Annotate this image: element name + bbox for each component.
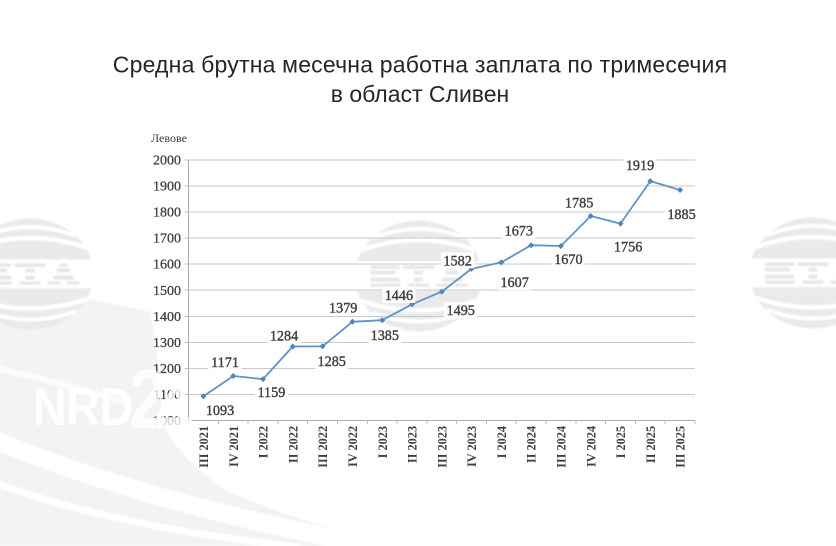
- svg-text:III 2024: III 2024: [555, 426, 569, 468]
- svg-text:1379: 1379: [329, 300, 357, 316]
- svg-text:1400: 1400: [153, 310, 181, 325]
- svg-text:1446: 1446: [385, 288, 413, 304]
- svg-text:1500: 1500: [153, 284, 181, 299]
- svg-text:III 2023: III 2023: [435, 426, 449, 468]
- svg-text:1100: 1100: [154, 388, 181, 403]
- svg-text:1284: 1284: [270, 329, 298, 345]
- svg-text:I 2023: I 2023: [376, 426, 390, 458]
- svg-text:1285: 1285: [318, 354, 346, 370]
- svg-text:1093: 1093: [206, 403, 234, 419]
- svg-text:III 2021: III 2021: [197, 426, 211, 468]
- svg-text:1600: 1600: [153, 258, 181, 273]
- svg-text:1385: 1385: [371, 328, 399, 344]
- svg-text:2000: 2000: [153, 154, 181, 169]
- svg-text:1900: 1900: [153, 180, 181, 195]
- svg-text:в област Сливен: в област Сливен: [331, 81, 510, 107]
- svg-text:1673: 1673: [505, 223, 533, 239]
- svg-text:IV 2022: IV 2022: [346, 426, 360, 467]
- svg-text:IV 2023: IV 2023: [465, 426, 479, 467]
- svg-text:III 2022: III 2022: [316, 426, 330, 468]
- svg-text:II 2022: II 2022: [286, 426, 300, 463]
- svg-text:1785: 1785: [565, 196, 593, 212]
- svg-text:1200: 1200: [153, 362, 181, 377]
- svg-text:2: 2: [129, 353, 166, 447]
- svg-text:II 2023: II 2023: [406, 426, 420, 463]
- svg-text:NRD: NRD: [33, 377, 133, 436]
- svg-text:IV 2021: IV 2021: [227, 426, 241, 467]
- svg-text:1000: 1000: [153, 414, 181, 429]
- svg-text:1300: 1300: [153, 336, 181, 351]
- svg-text:1919: 1919: [626, 158, 654, 174]
- svg-text:I 2022: I 2022: [257, 426, 271, 458]
- svg-text:1756: 1756: [614, 240, 642, 256]
- svg-text:II 2024: II 2024: [525, 426, 539, 463]
- svg-text:4: 4: [155, 363, 192, 457]
- svg-text:1495: 1495: [447, 303, 475, 319]
- svg-text:1800: 1800: [153, 206, 181, 221]
- svg-text:IV 2024: IV 2024: [584, 426, 598, 467]
- svg-text:1159: 1159: [257, 385, 285, 401]
- svg-text:III 2025: III 2025: [674, 426, 688, 468]
- svg-text:I 2024: I 2024: [495, 426, 509, 458]
- svg-text:1607: 1607: [500, 275, 528, 291]
- svg-text:Левове: Левове: [151, 131, 187, 145]
- svg-text:II 2025: II 2025: [644, 426, 658, 463]
- svg-text:1582: 1582: [443, 253, 471, 269]
- svg-text:1171: 1171: [211, 355, 239, 371]
- svg-text:I 2025: I 2025: [614, 426, 628, 458]
- svg-text:Средна брутна месечна работна: Средна брутна месечна работна заплата по…: [113, 52, 727, 78]
- svg-text:1670: 1670: [554, 252, 582, 268]
- svg-text:1885: 1885: [667, 207, 695, 223]
- svg-text:1700: 1700: [153, 232, 181, 247]
